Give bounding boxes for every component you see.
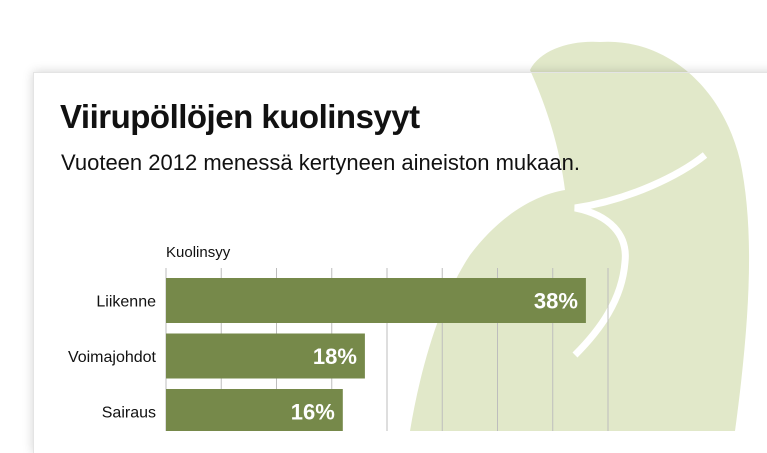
chart-subtitle: Vuoteen 2012 menessä kertyneen aineiston…	[61, 150, 580, 175]
owl-body-shape	[410, 41, 750, 431]
category-axis-label: Kuolinsyy	[166, 244, 231, 261]
value-label: 38%	[534, 289, 578, 314]
chart-title: Viirupöllöjen kuolinsyyt	[60, 98, 420, 135]
category-labels: Liikenne Voimajohdot Sairaus	[68, 294, 157, 422]
bar-chart: Kuolinsyy Liikenne Voimajohdot Sairaus 38%…	[68, 244, 609, 431]
bars	[166, 278, 586, 431]
bar	[166, 389, 343, 431]
value-label: 16%	[291, 400, 335, 425]
bar	[166, 333, 365, 379]
category-label: Liikenne	[96, 294, 156, 311]
chart-card	[33, 72, 767, 453]
category-label: Voimajohdot	[68, 349, 157, 366]
category-label: Sairaus	[102, 405, 156, 422]
value-label: 18%	[313, 344, 357, 369]
bar	[166, 278, 586, 323]
value-labels: 38% 18% 16%	[291, 289, 578, 425]
